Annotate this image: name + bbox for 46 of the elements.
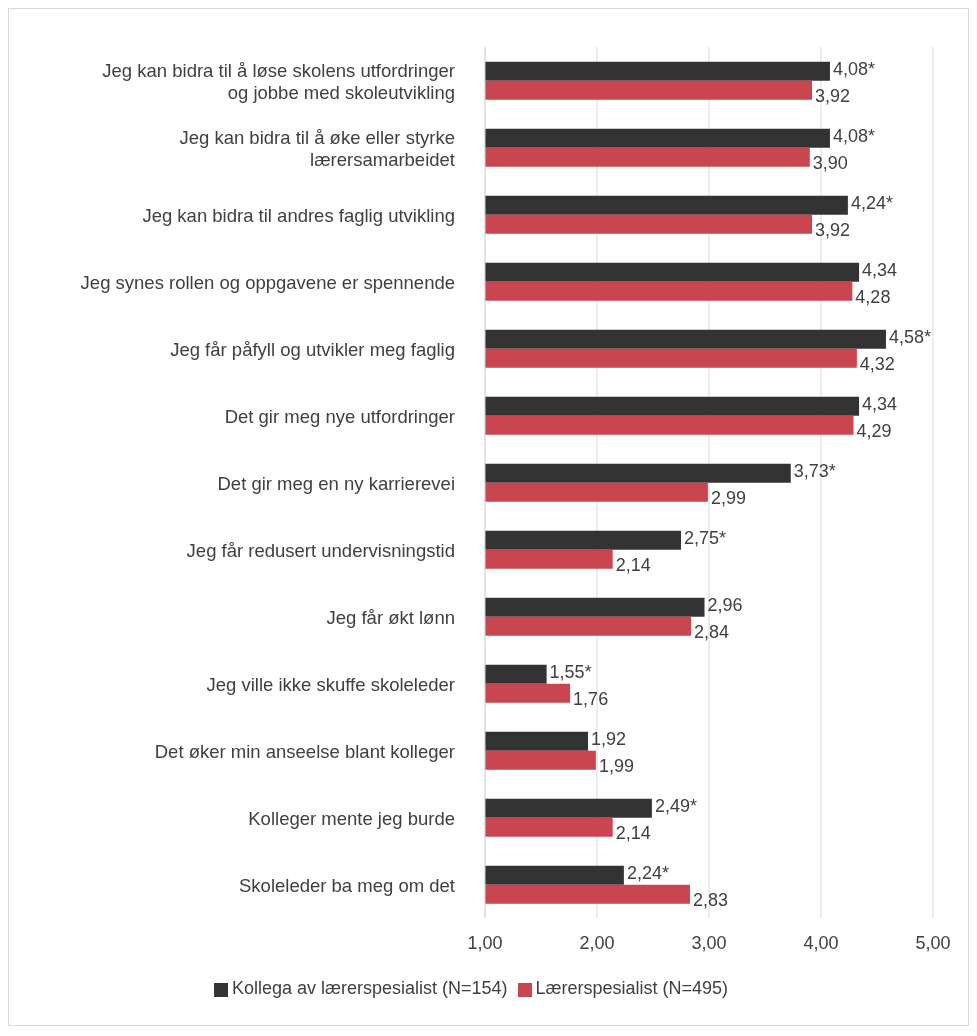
data-label: 2,24*	[626, 863, 669, 884]
legend-label: Kollega av lærerspesialist (N=154)	[231, 978, 508, 998]
data-label: 2,14	[615, 555, 651, 576]
x-tick-label: 2,00	[579, 932, 615, 953]
data-label: 2,96	[707, 595, 743, 616]
data-label: 4,32	[859, 354, 895, 375]
data-label: 1,76	[573, 689, 609, 710]
data-label: 2,84	[694, 622, 730, 643]
data-label: 2,83	[692, 890, 729, 911]
data-label: 2,75*	[684, 528, 727, 549]
data-label: 3,92	[815, 220, 851, 241]
data-label: 3,92	[815, 86, 851, 107]
y-tick-label: Jeg får redusert undervisningstid	[186, 539, 455, 560]
y-tick-label: Det gir meg nye utfordringer	[224, 405, 455, 426]
data-label: 4,08*	[832, 126, 876, 147]
y-tick-label: Jeg ville ikke skuffe skoleleder	[206, 673, 455, 694]
x-tick-label: 1,00	[467, 932, 503, 953]
data-label: 2,14	[615, 823, 651, 844]
data-label: 1,92	[591, 729, 627, 750]
data-label: 4,29	[856, 421, 892, 442]
y-tick-label: Jeg får økt lønn	[326, 606, 455, 627]
data-label: 4,28	[855, 287, 891, 308]
x-tick-label: 3,00	[691, 932, 727, 953]
data-label: 4,34	[862, 260, 898, 281]
data-label: 4,58*	[888, 327, 932, 348]
y-tick-label: Jeg kan bidra til å løse skolens utfordringer og jobbe med skoleutvikling	[102, 59, 455, 102]
data-label: 1,55*	[549, 662, 592, 683]
y-tick-label: Jeg får påfyll og utvikler meg faglig	[170, 338, 455, 359]
y-tick-label: Det gir meg en ny karrierevei	[217, 472, 455, 493]
x-tick-label: 4,00	[803, 932, 839, 953]
y-tick-label: Kolleger mente jeg burde	[248, 807, 455, 828]
legend-label: Lærerspesialist (N=495)	[535, 978, 729, 998]
y-tick-label: Jeg kan bidra til andres faglig utvikling	[142, 204, 455, 225]
y-tick-label: Jeg kan bidra til å øke eller styrke lærersamarbeidet	[179, 126, 455, 169]
data-label: 4,24*	[850, 193, 893, 214]
data-label: 3,73*	[793, 461, 836, 482]
data-label: 2,49*	[654, 796, 697, 817]
y-tick-label: Jeg synes rollen og oppgavene er spennende	[80, 271, 455, 292]
data-label: 4,34	[862, 394, 898, 415]
y-tick-label: Skoleleder ba meg om det	[239, 874, 455, 895]
data-label: 1,99	[598, 756, 634, 777]
data-label: 4,08*	[832, 59, 876, 80]
x-tick-label: 5,00	[915, 932, 951, 953]
data-label: 2,99	[710, 488, 746, 509]
y-tick-label: Det øker min anseelse blant kolleger	[154, 740, 455, 761]
data-label: 3,90	[812, 153, 848, 174]
